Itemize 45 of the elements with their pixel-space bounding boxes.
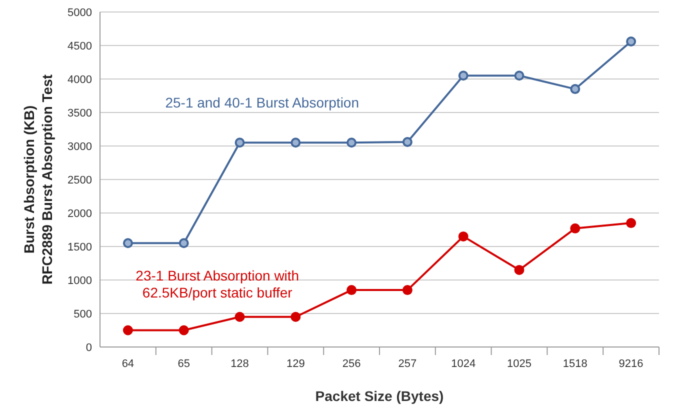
x-tick-label: 256 [342,358,361,370]
y-tick-label: 2500 [68,174,92,186]
point [290,138,301,148]
x-tick-label: 257 [398,358,417,370]
y-axis-title: Burst Absorption (KB) RFC2889 Burst Absorption Test [21,74,55,285]
point [570,84,580,94]
x-tick-label: 64 [122,358,134,370]
point [346,138,357,148]
point [234,138,245,148]
y-tick-label: 0 [86,342,92,354]
point [458,70,468,81]
x-tick-label: 1518 [562,358,588,370]
point [402,136,412,147]
y-tick-label: 3500 [68,107,92,120]
y-tick-label: 500 [74,308,92,320]
point [626,218,636,228]
x-tick-label: 1025 [507,358,532,370]
point [514,70,524,81]
point [458,231,468,242]
point [234,312,245,322]
text: 25-1 and 40-1 Burst Absorption [165,94,360,111]
x-tick-label: 65 [178,358,190,370]
y-tick-label: 1000 [68,274,92,287]
x-axis-title: Packet Size (Bytes) [315,388,444,404]
y-tick-label: 3000 [68,140,92,153]
point [570,223,580,234]
point [178,325,189,336]
point [626,36,636,46]
point [514,264,524,275]
point [122,325,133,336]
x-tick-label: 129 [286,358,305,370]
series-label: 23-1 Burst Absorption with 62.5KB/port static buffer [136,267,300,300]
point [122,238,133,248]
x-tick-label: 9216 [618,358,644,370]
y-tick-label: 1500 [68,241,92,254]
point [402,285,412,296]
y-tick-label: 5000 [68,6,92,19]
point [178,238,189,248]
point [290,312,301,322]
y-tick-label: 2000 [68,208,92,220]
x-tick-label: 1024 [451,358,476,370]
y-tick-label: 4500 [68,40,92,52]
point [346,285,357,296]
x-tick-label: 128 [230,358,249,370]
y-tick-label: 4000 [68,74,92,86]
